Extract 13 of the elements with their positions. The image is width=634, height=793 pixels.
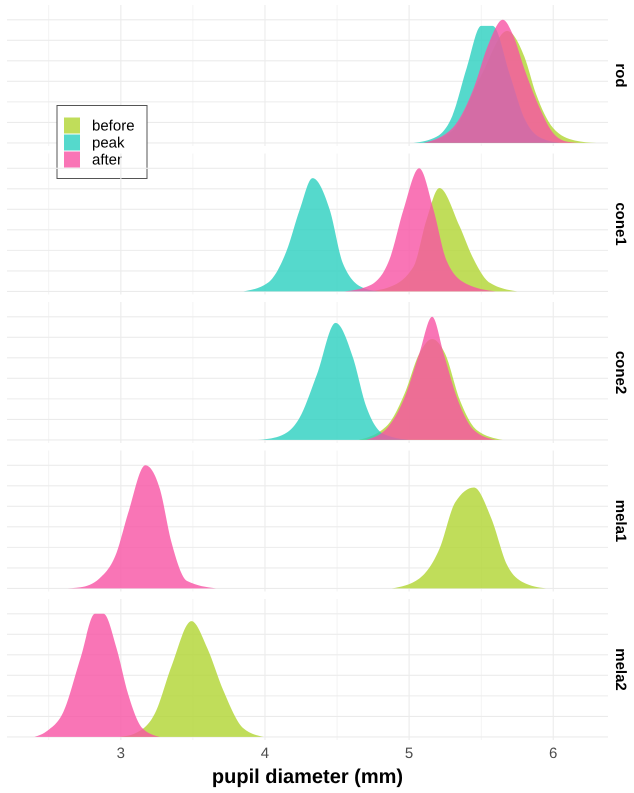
legend-label: peak bbox=[92, 134, 126, 152]
text: cone2 bbox=[612, 350, 629, 394]
legend-label: after bbox=[92, 152, 122, 168]
x-tick-label: 6 bbox=[549, 745, 558, 762]
x-tick-label: 4 bbox=[260, 745, 270, 762]
text: cone1 bbox=[612, 202, 629, 246]
x-tick-label: 3 bbox=[116, 745, 126, 762]
legend-label: before bbox=[92, 118, 135, 134]
x-axis-title: pupil diameter (mm) bbox=[212, 766, 404, 788]
text: mela1 bbox=[612, 500, 629, 542]
text: rod bbox=[612, 63, 629, 88]
text: mela2 bbox=[612, 648, 629, 691]
x-tick-label: 5 bbox=[404, 745, 414, 762]
